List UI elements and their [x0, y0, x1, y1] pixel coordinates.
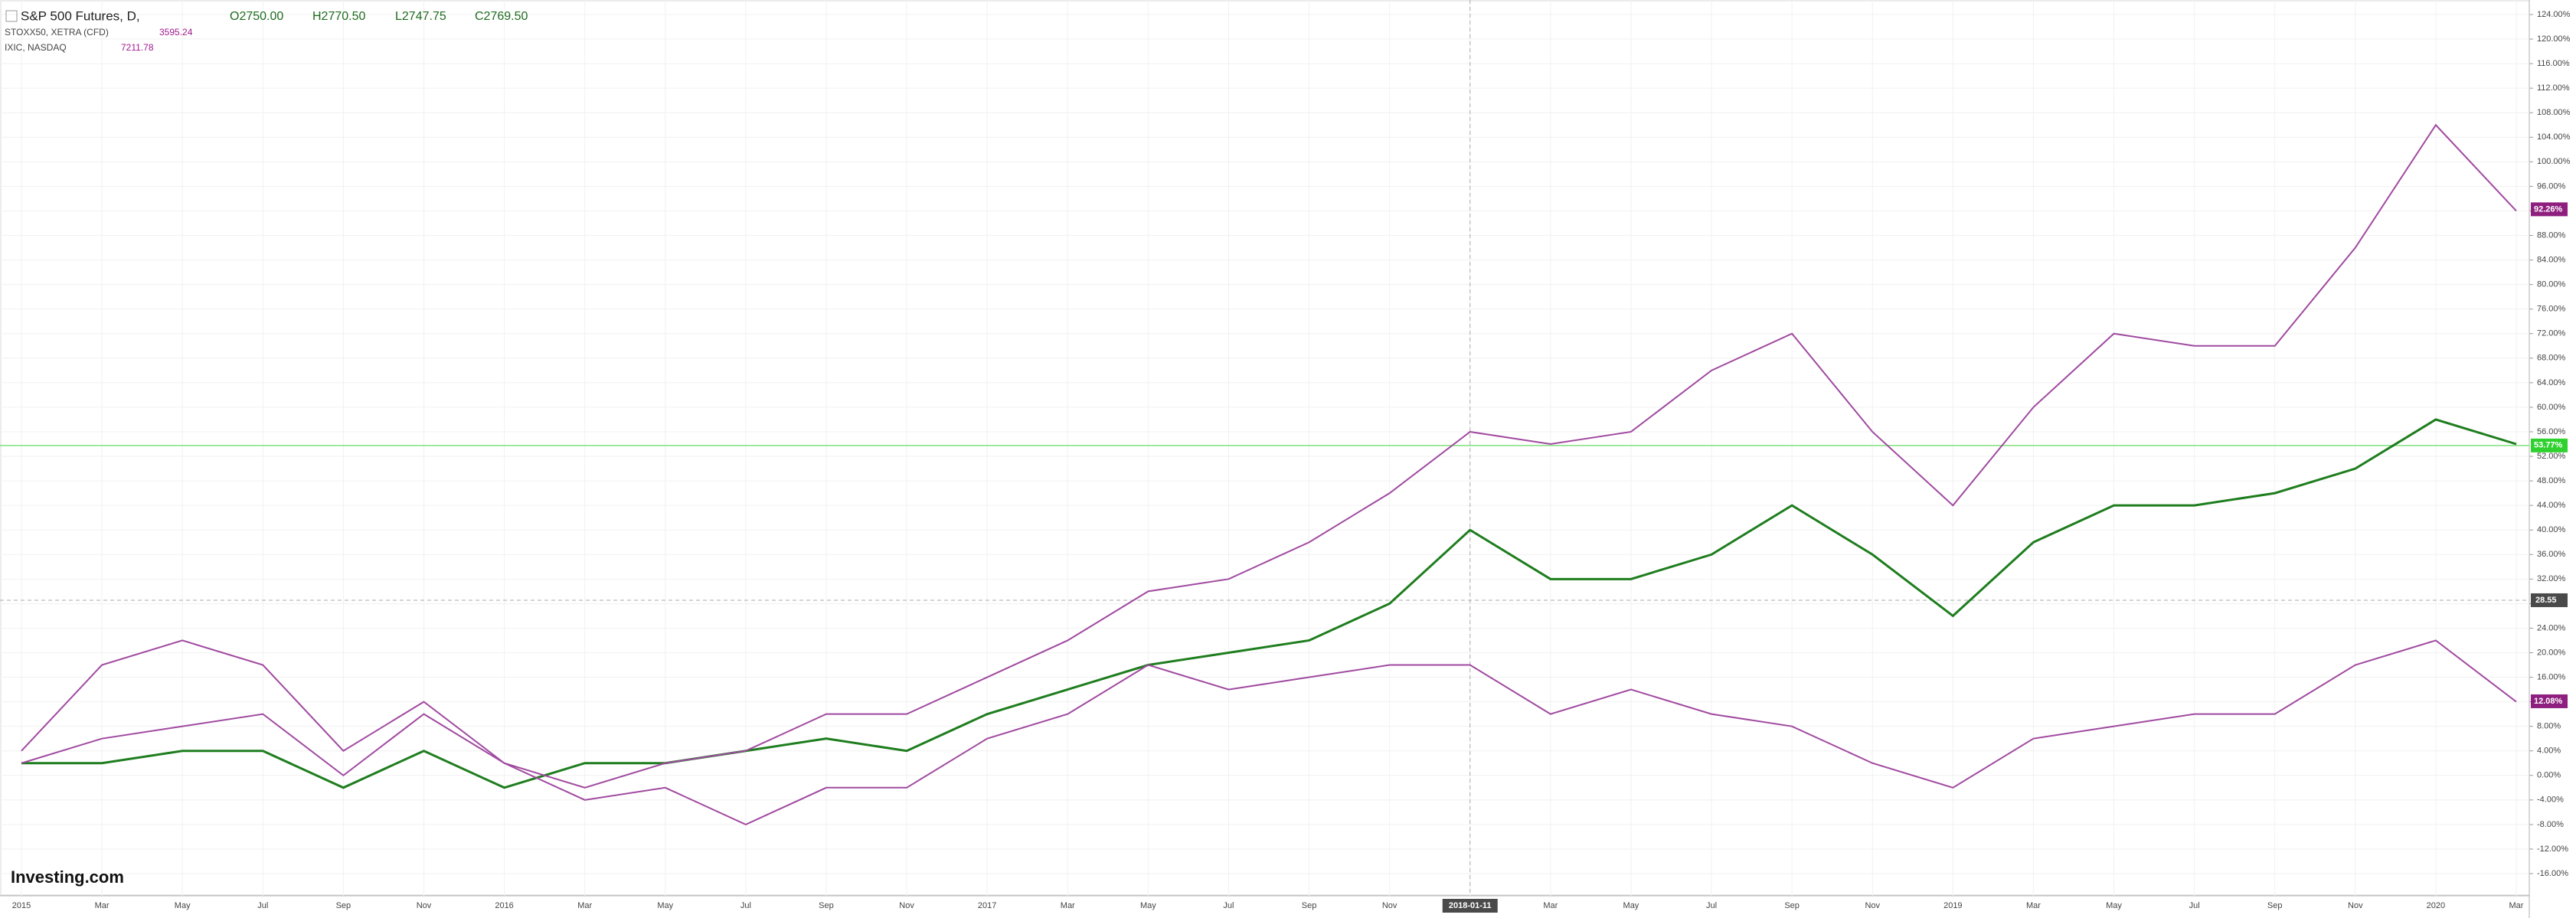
y-tick-label: 52.00%	[2537, 452, 2566, 461]
y-tick-label: 76.00%	[2537, 305, 2566, 314]
x-tick-label: Sep	[1302, 901, 1317, 910]
y-tick-label: 8.00%	[2537, 722, 2561, 731]
x-tick-label: Jul	[1706, 901, 1717, 910]
x-tick-label: May	[175, 901, 191, 910]
y-tick-label: 64.00%	[2537, 378, 2566, 387]
y-tick-label: 80.00%	[2537, 280, 2566, 289]
y-tick-label: 56.00%	[2537, 427, 2566, 436]
y-tick-label: 16.00%	[2537, 672, 2566, 681]
x-tick-label: Jul	[257, 901, 268, 910]
x-tick-label: 2020	[2427, 901, 2445, 910]
x-tick-label: Mar	[2026, 901, 2041, 910]
x-label-highlight	[1442, 899, 1498, 913]
y-tick-label: 84.00%	[2537, 255, 2566, 264]
x-tick-label: 2019	[1943, 901, 1962, 910]
x-tick-label: May	[2106, 901, 2122, 910]
price-label: 92.26%	[2534, 204, 2563, 214]
y-tick-label: 36.00%	[2537, 550, 2566, 559]
series-line	[21, 639, 2517, 825]
open-value: O2750.00	[230, 10, 283, 23]
crosshair-box	[2531, 593, 2568, 607]
y-tick-label: 112.00%	[2537, 83, 2570, 93]
price-label: 12.08%	[2534, 697, 2563, 706]
y-tick-label: 96.00%	[2537, 181, 2566, 191]
legend-entry[interactable]: IXIC, NASDAQ	[5, 42, 67, 53]
x-tick-label: 2017	[978, 901, 996, 910]
x-tick-label: Jul	[740, 901, 751, 910]
symbol-title: S&P 500 Futures, D,	[21, 8, 140, 23]
y-tick-label: 32.00%	[2537, 574, 2566, 583]
x-tick-label: May	[1140, 901, 1156, 910]
y-tick-label: 44.00%	[2537, 501, 2566, 510]
y-tick-label: 68.00%	[2537, 354, 2566, 363]
y-tick-label: 48.00%	[2537, 476, 2566, 485]
y-tick-label: 72.00%	[2537, 329, 2566, 338]
y-tick-label: 20.00%	[2537, 648, 2566, 657]
y-tick-label: -4.00%	[2537, 795, 2564, 805]
x-tick-label: 2015	[12, 901, 31, 910]
logo: Investing.com	[11, 867, 124, 887]
price-label: 53.77%	[2534, 441, 2563, 450]
high-value: H2770.50	[312, 10, 365, 23]
price-box	[2531, 694, 2568, 708]
x-tick-label: Sep	[819, 901, 834, 910]
x-tick-label: 2016	[495, 901, 513, 910]
legend-entry[interactable]: STOXX50, XETRA (CFD)	[5, 27, 109, 38]
y-tick-label: 116.00%	[2537, 59, 2570, 68]
y-tick-label: 120.00%	[2537, 34, 2571, 44]
x-tick-label: Nov	[899, 901, 914, 910]
series-line	[21, 123, 2517, 789]
x-tick-label: Sep	[2267, 901, 2283, 910]
x-tick-label: Sep	[1784, 901, 1800, 910]
x-tick-label: Jul	[2189, 901, 2200, 910]
price-box	[2531, 438, 2568, 452]
y-tick-label: 100.00%	[2537, 157, 2571, 166]
series-layer	[21, 123, 2517, 825]
x-tick-label: Mar	[95, 901, 110, 910]
y-tick-label: 104.00%	[2537, 132, 2571, 142]
collapse-icon[interactable]	[5, 10, 18, 22]
legend-value: 3595.24	[159, 27, 193, 38]
y-tick-label: 4.00%	[2537, 746, 2561, 756]
x-tick-label: May	[657, 901, 673, 910]
x-tick-label: Nov	[1865, 901, 1880, 910]
close-value: C2769.50	[475, 10, 528, 23]
crosshair-label: 28.55	[2535, 596, 2557, 605]
y-tick-label: 108.00%	[2537, 108, 2571, 117]
series-line	[21, 418, 2517, 789]
x-tick-label: Mar	[1543, 901, 1558, 910]
x-tick-label: Nov	[1382, 901, 1398, 910]
y-tick-label: 40.00%	[2537, 525, 2566, 534]
legend-value: 7211.78	[121, 42, 154, 53]
x-tick-label: Mar	[1061, 901, 1075, 910]
x-tick-label: Nov	[417, 901, 432, 910]
y-tick-label: 88.00%	[2537, 230, 2566, 240]
y-tick-label: -16.00%	[2537, 869, 2568, 878]
y-tick-label: -8.00%	[2537, 820, 2564, 829]
y-tick-label: 60.00%	[2537, 403, 2566, 412]
price-box	[2531, 202, 2568, 217]
x-tick-label: Jul	[1223, 901, 1234, 910]
x-tick-label: Mar	[2509, 901, 2524, 910]
x-tick-label: Nov	[2348, 901, 2363, 910]
x-tick-label: Mar	[577, 901, 592, 910]
x-tick-label: Sep	[336, 901, 351, 910]
y-tick-label: 124.00%	[2537, 10, 2571, 19]
x-tick-label: 2018-01-11	[1449, 901, 1492, 910]
y-tick-label: 24.00%	[2537, 623, 2566, 632]
grid-layer	[0, 0, 2529, 896]
x-tick-label: May	[1623, 901, 1639, 910]
y-tick-label: -12.00%	[2537, 844, 2568, 854]
header: S&P 500 Futures, D, O2750.00 H2770.50 L2…	[5, 8, 528, 53]
y-tick-label: 0.00%	[2537, 771, 2561, 780]
low-value: L2747.75	[395, 10, 446, 23]
